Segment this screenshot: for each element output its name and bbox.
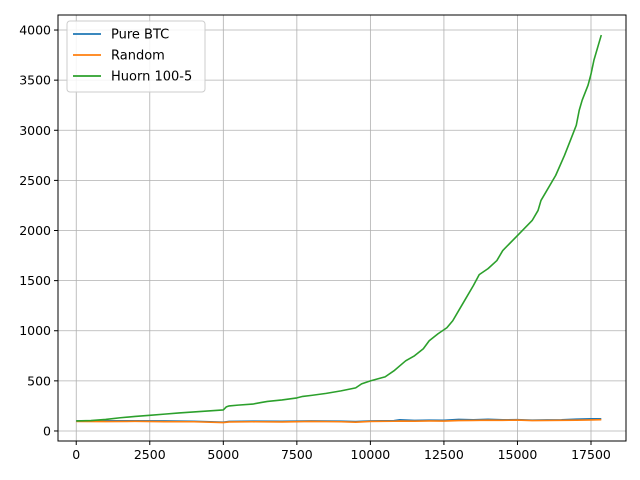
grid <box>58 15 626 441</box>
plot-frame <box>57 14 627 442</box>
y-tick-label: 2000 <box>19 223 51 238</box>
legend-label-huorn-100-5: Huorn 100-5 <box>111 70 192 85</box>
x-tick-label: 17500 <box>571 447 611 462</box>
y-tick-label: 2500 <box>19 173 51 188</box>
legend-box <box>66 20 206 93</box>
x-tick-label: 0 <box>72 447 80 462</box>
x-tick-label: 2500 <box>134 447 166 462</box>
axis-ticks: 0 2500 5000 7500 10000 12500 15000 17500 0 500 100… <box>19 23 611 462</box>
x-tick-label: 7500 <box>281 447 313 462</box>
series-lines <box>76 34 603 424</box>
series-line-huorn-100-5 <box>76 34 603 422</box>
series-line-random <box>76 418 602 424</box>
y-tick-label: 0 <box>43 423 51 438</box>
x-tick-label: 15000 <box>498 447 538 462</box>
x-tick-label: 10000 <box>351 447 391 462</box>
legend-label-pure-btc: Pure BTC <box>111 28 169 43</box>
x-tick-label: 12500 <box>424 447 464 462</box>
y-tick-label: 3000 <box>19 123 51 138</box>
y-tick-label: 500 <box>27 373 51 388</box>
legend: Pure BTC Random Huorn 100-5 <box>66 20 206 93</box>
y-tick-label: 4000 <box>19 23 51 38</box>
x-tick-label: 5000 <box>207 447 239 462</box>
y-tick-label: 1000 <box>19 323 51 338</box>
y-tick-label: 1500 <box>19 273 51 288</box>
y-tick-label: 3500 <box>19 73 51 88</box>
legend-label-random: Random <box>111 49 165 64</box>
